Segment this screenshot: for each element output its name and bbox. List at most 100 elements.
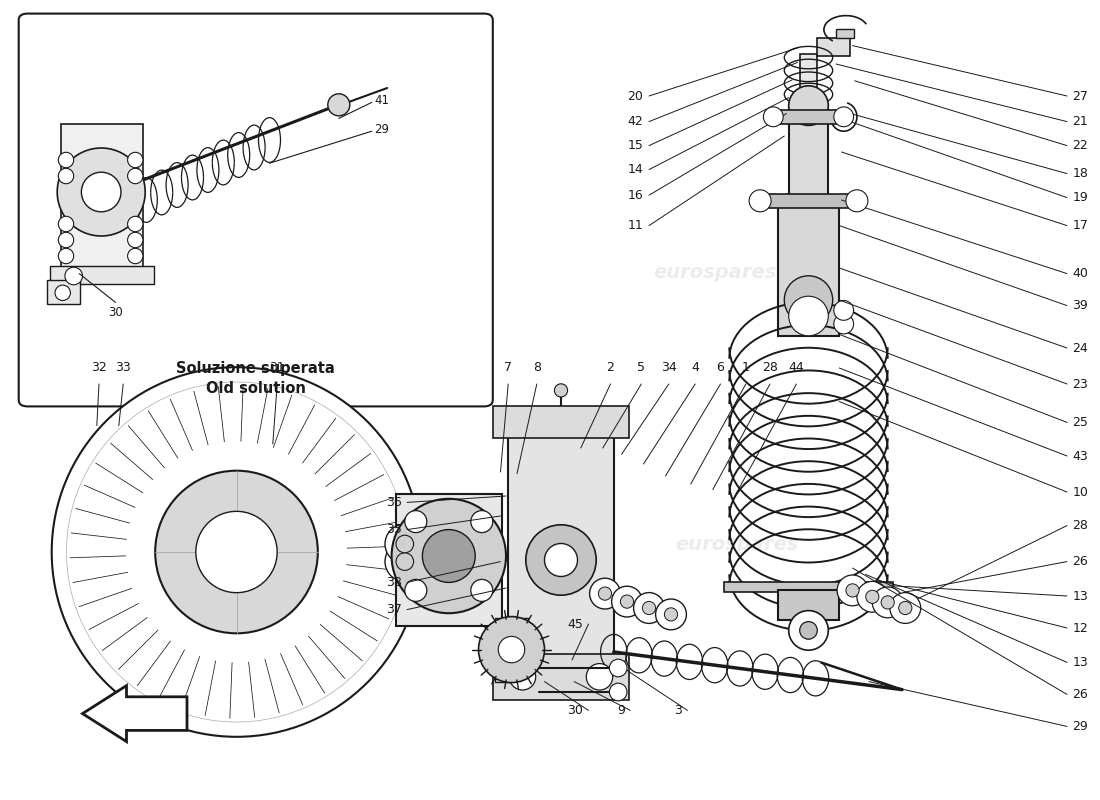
Text: eurospares: eurospares bbox=[191, 214, 315, 234]
Ellipse shape bbox=[872, 587, 903, 618]
Ellipse shape bbox=[609, 659, 627, 677]
Ellipse shape bbox=[846, 190, 868, 212]
Text: 4: 4 bbox=[691, 362, 700, 374]
Ellipse shape bbox=[834, 301, 854, 320]
Ellipse shape bbox=[544, 543, 578, 577]
Text: 36: 36 bbox=[386, 496, 402, 509]
Text: 10: 10 bbox=[1072, 486, 1088, 498]
Ellipse shape bbox=[620, 595, 634, 608]
Ellipse shape bbox=[328, 94, 350, 116]
Ellipse shape bbox=[128, 152, 143, 168]
Text: 39: 39 bbox=[1072, 299, 1088, 312]
Ellipse shape bbox=[405, 510, 427, 533]
Text: 37: 37 bbox=[386, 603, 402, 616]
Bar bbox=[493, 654, 629, 700]
Text: 44: 44 bbox=[789, 362, 804, 374]
Text: 26: 26 bbox=[1072, 688, 1088, 701]
Text: 38: 38 bbox=[386, 576, 402, 589]
Text: 13: 13 bbox=[1072, 590, 1088, 602]
Bar bbox=[764, 194, 853, 208]
Ellipse shape bbox=[554, 384, 568, 397]
Ellipse shape bbox=[385, 542, 425, 582]
Bar bbox=[778, 590, 839, 620]
Text: 1: 1 bbox=[741, 362, 750, 374]
Text: 34: 34 bbox=[661, 362, 676, 374]
FancyArrow shape bbox=[82, 686, 187, 742]
Ellipse shape bbox=[642, 602, 656, 614]
Ellipse shape bbox=[763, 107, 783, 126]
Text: 9: 9 bbox=[617, 704, 625, 717]
Ellipse shape bbox=[422, 530, 475, 582]
Bar bbox=[836, 29, 854, 38]
Text: Old solution: Old solution bbox=[206, 382, 306, 396]
Ellipse shape bbox=[789, 296, 828, 336]
Ellipse shape bbox=[52, 367, 421, 737]
Text: Soluzione superata: Soluzione superata bbox=[176, 361, 336, 375]
Bar bbox=[789, 106, 828, 200]
Text: 7: 7 bbox=[504, 362, 513, 374]
Text: eurospares: eurospares bbox=[191, 534, 315, 554]
Text: 23: 23 bbox=[1072, 378, 1088, 390]
Text: 11: 11 bbox=[628, 219, 643, 232]
Ellipse shape bbox=[612, 586, 642, 617]
Text: 18: 18 bbox=[1072, 167, 1088, 180]
Ellipse shape bbox=[789, 610, 828, 650]
Text: 43: 43 bbox=[1072, 450, 1088, 462]
Text: 29: 29 bbox=[1072, 720, 1088, 733]
Text: 32: 32 bbox=[91, 362, 107, 374]
Ellipse shape bbox=[899, 602, 912, 614]
Ellipse shape bbox=[58, 168, 74, 184]
Text: 14: 14 bbox=[628, 163, 643, 176]
Text: 29: 29 bbox=[374, 123, 389, 136]
Ellipse shape bbox=[405, 579, 427, 602]
Text: 12: 12 bbox=[1072, 622, 1088, 634]
Bar bbox=[778, 196, 839, 336]
Text: 21: 21 bbox=[1072, 115, 1088, 128]
Ellipse shape bbox=[58, 248, 74, 264]
Text: 25: 25 bbox=[1072, 416, 1088, 429]
Text: 45: 45 bbox=[568, 618, 583, 630]
Text: 15: 15 bbox=[628, 139, 643, 152]
Ellipse shape bbox=[834, 107, 854, 126]
Text: 3: 3 bbox=[674, 704, 682, 717]
Ellipse shape bbox=[471, 579, 493, 602]
Ellipse shape bbox=[65, 267, 82, 285]
Bar bbox=[495, 618, 528, 682]
Ellipse shape bbox=[800, 622, 817, 639]
Ellipse shape bbox=[634, 593, 664, 623]
Text: 31: 31 bbox=[270, 362, 285, 374]
Ellipse shape bbox=[55, 285, 70, 301]
Ellipse shape bbox=[155, 470, 318, 634]
Bar bbox=[817, 38, 850, 56]
Bar bbox=[396, 494, 502, 626]
Ellipse shape bbox=[784, 276, 833, 324]
Ellipse shape bbox=[81, 172, 121, 212]
Ellipse shape bbox=[586, 664, 613, 690]
Ellipse shape bbox=[881, 596, 894, 609]
Text: 5: 5 bbox=[637, 362, 646, 374]
Ellipse shape bbox=[128, 216, 143, 232]
Ellipse shape bbox=[498, 637, 525, 662]
Ellipse shape bbox=[656, 599, 686, 630]
Ellipse shape bbox=[57, 148, 145, 236]
Text: 19: 19 bbox=[1072, 191, 1088, 204]
Ellipse shape bbox=[866, 590, 879, 603]
Text: 30: 30 bbox=[568, 704, 583, 717]
Ellipse shape bbox=[128, 248, 143, 264]
Text: 42: 42 bbox=[628, 115, 643, 128]
Text: 28: 28 bbox=[1072, 519, 1088, 532]
Ellipse shape bbox=[526, 525, 596, 595]
Ellipse shape bbox=[509, 664, 536, 690]
Bar bbox=[493, 406, 629, 438]
Ellipse shape bbox=[396, 535, 414, 553]
Ellipse shape bbox=[392, 499, 506, 613]
Ellipse shape bbox=[837, 575, 868, 606]
Bar bbox=[47, 280, 80, 304]
Ellipse shape bbox=[385, 524, 425, 564]
Text: 26: 26 bbox=[1072, 555, 1088, 568]
Ellipse shape bbox=[471, 510, 493, 533]
Ellipse shape bbox=[66, 382, 407, 722]
Ellipse shape bbox=[128, 232, 143, 248]
Ellipse shape bbox=[598, 587, 612, 600]
Ellipse shape bbox=[590, 578, 620, 609]
